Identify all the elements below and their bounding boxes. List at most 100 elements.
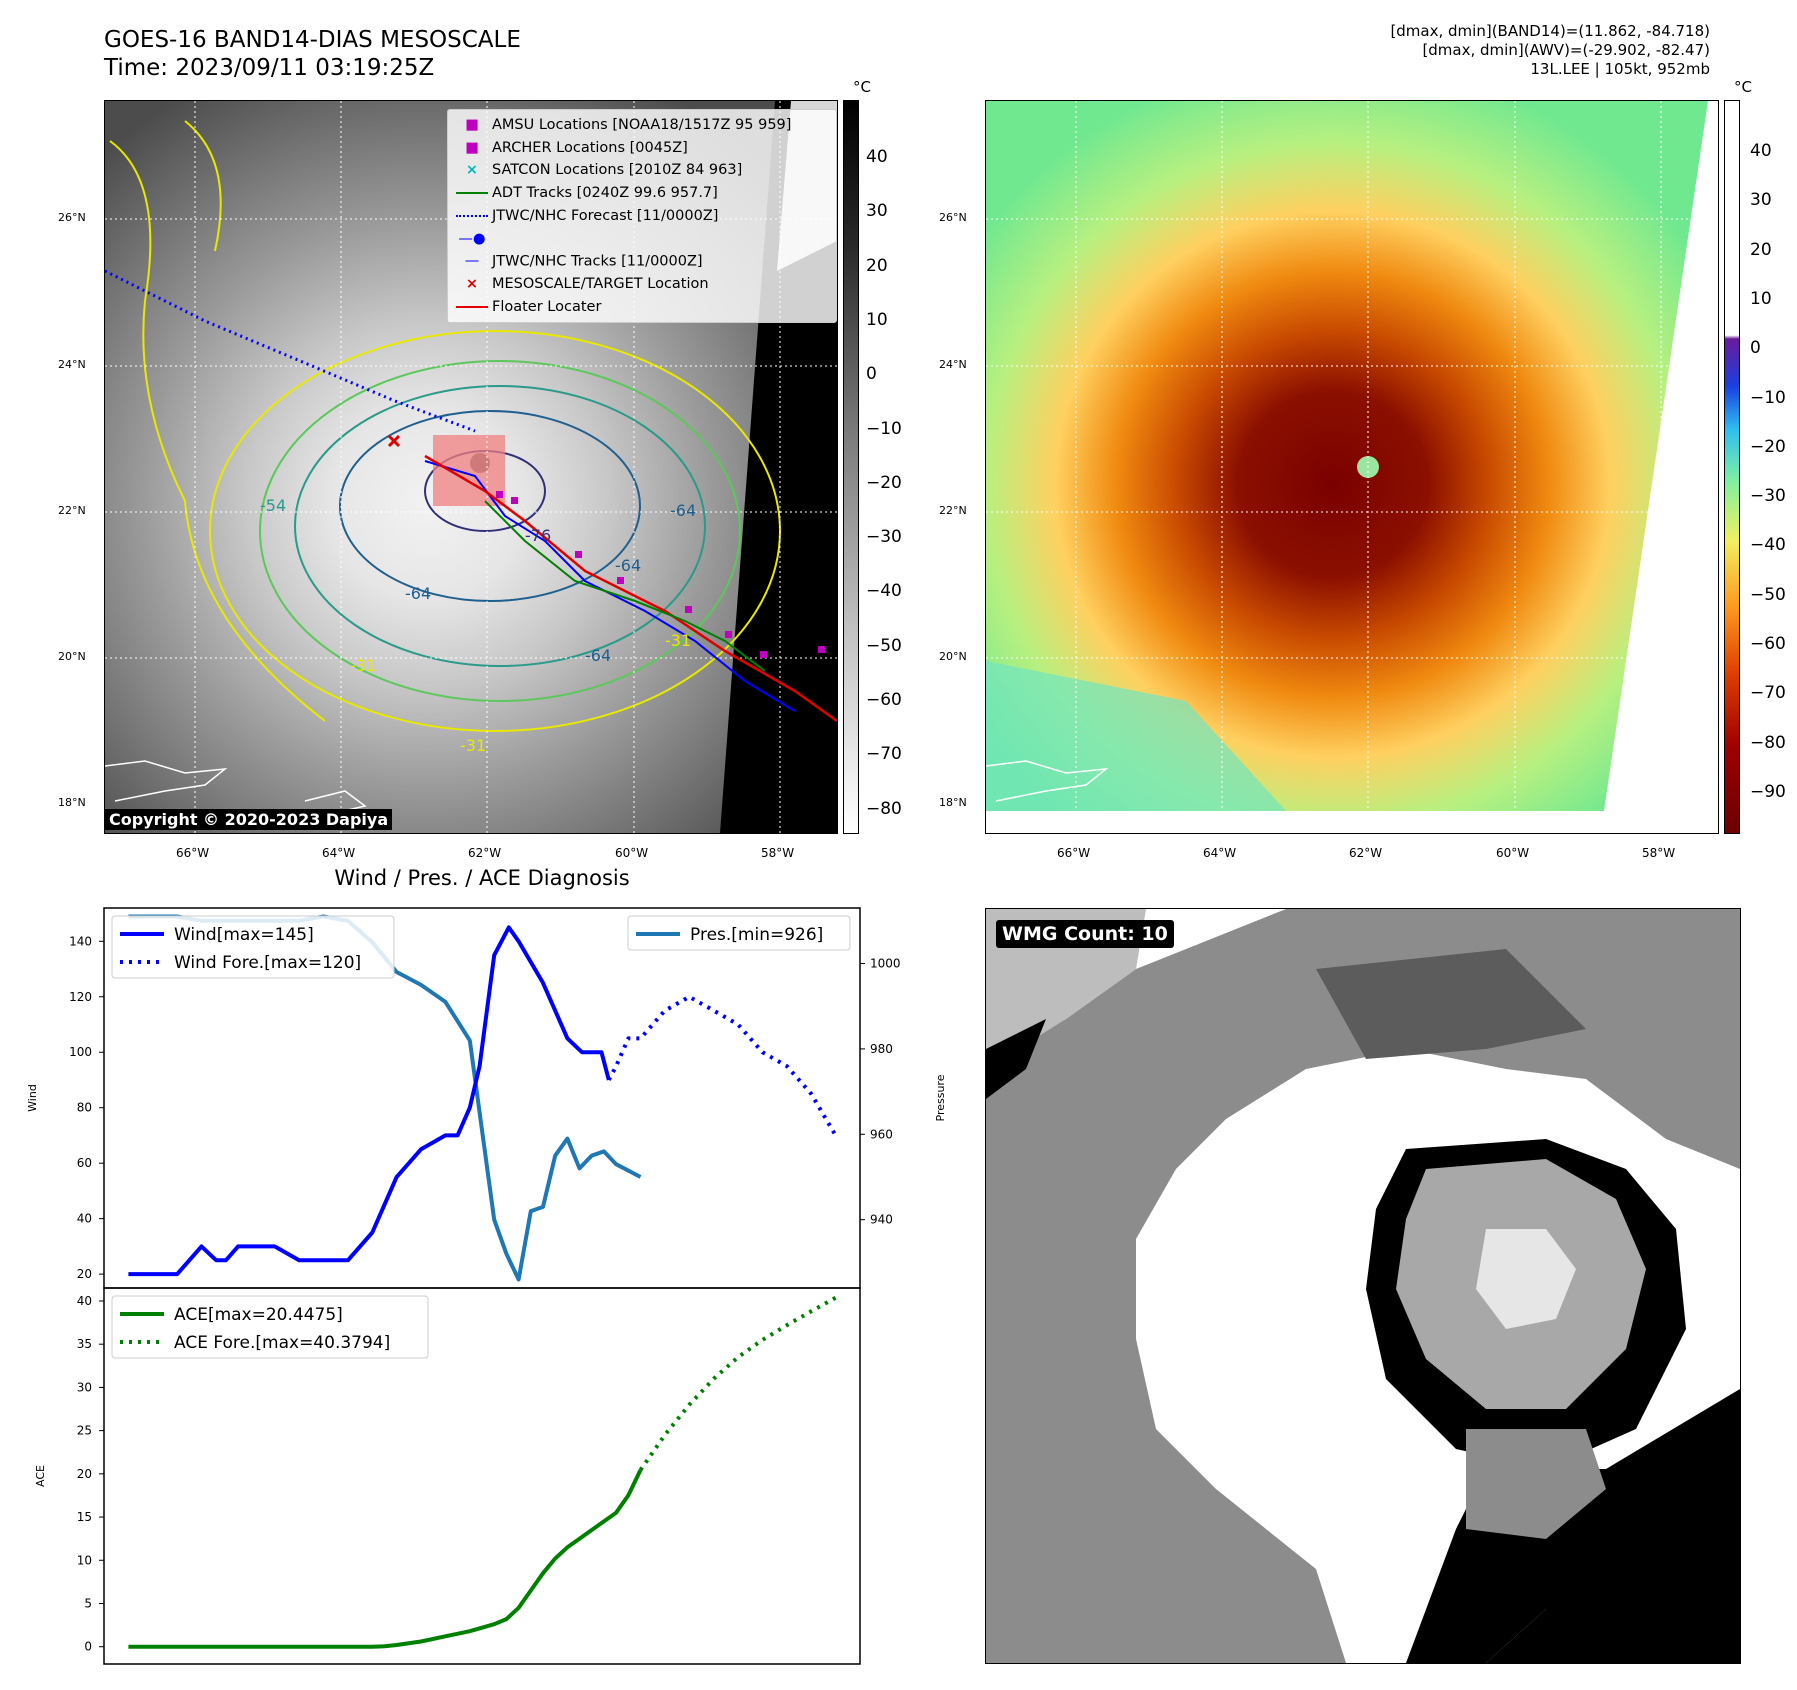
ace-ytick-label: 5: [84, 1596, 92, 1610]
lat-tick-label: 18°N: [58, 796, 86, 809]
wind-ylabel: Wind: [26, 1084, 39, 1112]
lon-tick-label: 64°W: [322, 846, 356, 860]
legend-label: Pres.[min=926]: [690, 925, 823, 945]
lon-tick-label: 62°W: [1349, 846, 1383, 860]
wind-ytick-label: 20: [77, 1267, 92, 1281]
wind-legend: [111, 915, 395, 979]
colorbar-tick-label: −80: [1750, 732, 1786, 753]
enhanced-colorbar-unit: °C: [1734, 78, 1752, 96]
ace-ylabel: ACE: [34, 1465, 47, 1487]
colorbar-tick-label: −50: [1750, 584, 1786, 605]
wind-ytick-label: 140: [69, 934, 92, 948]
legend-label: Wind[max=145]: [174, 925, 314, 945]
ir-enhanced-map: [985, 100, 1719, 834]
colorbar-tick-label: −20: [1750, 436, 1786, 457]
ir-enhanced-image: [986, 101, 1718, 833]
pressure-ytick-label: 980: [870, 1042, 893, 1056]
lat-tick-label: 26°N: [58, 211, 86, 224]
map-legend: ■ AMSU Locations [NOAA18/1517Z 95 959] ■ A…: [447, 109, 837, 324]
wind-ytick-label: 60: [77, 1156, 92, 1170]
colorbar-tick-label: −30: [866, 527, 902, 548]
title-line-2: Time: 2023/09/11 03:19:25Z: [104, 55, 435, 81]
ace-ytick-label: 40: [77, 1294, 92, 1308]
awv-range: [dmax, dmin](AWV)=(-29.902, -82.47): [1422, 41, 1710, 59]
colorbar-tick-label: −60: [866, 690, 902, 710]
legend-entry-tracks: —●— JTWC/NHC Tracks [11/0000Z]: [458, 230, 703, 270]
colorbar-tick-label: 40: [1750, 141, 1772, 161]
chart-title: Wind / Pres. / ACE Diagnosis: [334, 866, 630, 890]
storm-info: 13L.LEE | 105kt, 952mb: [1530, 60, 1710, 78]
colorbar-tick-label: −10: [1750, 387, 1786, 408]
contour-label: -76: [525, 526, 551, 545]
lon-tick-label: 66°W: [1057, 846, 1091, 860]
colorbar-tick-label: 10: [866, 309, 888, 330]
wind-line: [128, 925, 611, 1277]
ace-ytick-label: 20: [77, 1467, 92, 1481]
ace-ytick-label: 10: [77, 1553, 92, 1567]
lat-tick-label: 22°N: [939, 504, 967, 517]
colorbar-tick-label: −10: [866, 418, 902, 439]
colorbar-tick-label: −40: [1750, 535, 1786, 556]
colorbar-tick-label: −60: [1750, 634, 1786, 654]
contour-label: -64: [405, 584, 431, 603]
wind-pressure-ace-chart: 20 40 60 80 100 120 140 940 960 980 1000 0 5 10 15 20 25…: [26, 907, 947, 1665]
grayscale-colorbar-unit: °C: [853, 78, 871, 96]
colorbar-tick-label: 0: [1750, 338, 1761, 359]
header-stats: [dmax, dmin](BAND14)=(11.862, -84.718) […: [1390, 22, 1710, 79]
lat-tick-label: 20°N: [939, 650, 967, 663]
wind-forecast-line: [607, 994, 838, 1137]
wmg-image: [986, 909, 1740, 1663]
colorbar-tick-label: 20: [1750, 239, 1772, 260]
lat-tick-label: 22°N: [58, 504, 86, 517]
lat-tick-label: 26°N: [939, 211, 967, 224]
colorbar-tick-label: 30: [1750, 190, 1772, 211]
ir-grayscale-map: -76 -64 -64 -64 -54 -31 -31 -31 -64 ■ AMS…: [104, 100, 838, 834]
wind-ytick-label: 80: [77, 1101, 92, 1115]
lat-tick-label: 24°N: [58, 358, 86, 371]
colorbar-tick-label: −40: [866, 581, 902, 602]
colorbar-tick-label: −90: [1750, 781, 1786, 802]
legend-label: ACE Fore.[max=40.3794]: [174, 1333, 390, 1353]
lon-tick-label: 58°W: [1642, 846, 1676, 860]
legend-entry-forecast: JTWC/NHC Forecast [11/0000Z]: [452, 205, 832, 228]
wind-ytick-label: 40: [77, 1212, 92, 1226]
band14-range: [dmax, dmin](BAND14)=(11.862, -84.718): [1390, 22, 1710, 40]
contour-label: -31: [665, 631, 691, 650]
grayscale-colorbar: [843, 100, 859, 834]
lon-tick-label: 60°W: [1496, 846, 1530, 860]
pressure-ytick-label: 940: [870, 1213, 893, 1227]
colorbar-tick-label: 0: [866, 364, 877, 385]
colorbar-tick-label: 40: [866, 147, 888, 167]
pressure-ylabel: Pressure: [934, 1074, 947, 1121]
wind-ytick-label: 120: [69, 990, 92, 1004]
colorbar-tick-label: 10: [1750, 288, 1772, 309]
legend-entry-amsu: ■ AMSU Locations [NOAA18/1517Z 95 959]: [465, 117, 792, 133]
figure-title: GOES-16 BAND14-DIAS MESOSCALE Time: 2023…: [104, 26, 521, 82]
lon-tick-label: 66°W: [176, 846, 210, 860]
ace-ytick-label: 0: [84, 1640, 92, 1654]
legend-entry-archer: ■ ARCHER Locations [0045Z]: [465, 139, 688, 156]
ace-legend: [111, 1295, 429, 1359]
colorbar-tick-label: 20: [866, 255, 888, 276]
contour-label: -54: [260, 496, 286, 515]
ace-ytick-label: 30: [77, 1380, 92, 1394]
ace-ytick-label: 25: [77, 1424, 92, 1438]
contour-label: -64: [670, 501, 696, 520]
colorbar-tick-label: 30: [866, 201, 888, 222]
colorbar-tick-label: −80: [866, 798, 902, 819]
lon-tick-label: 58°W: [761, 846, 795, 860]
contour-label: -64: [615, 556, 641, 575]
legend-entry-adt: ADT Tracks [0240Z 99.6 957.7]: [452, 182, 832, 205]
ace-ytick-label: 15: [77, 1510, 92, 1524]
colorbar-tick-label: −50: [866, 635, 902, 656]
wmg-panel: WMG Count: 10: [985, 908, 1741, 1664]
wind-ytick-label: 100: [69, 1045, 92, 1059]
colorbar-tick-label: −30: [1750, 486, 1786, 507]
legend-entry-target: × MESOSCALE/TARGET Location: [465, 275, 709, 292]
lat-tick-label: 18°N: [939, 796, 967, 809]
contour-label: -31: [350, 656, 376, 675]
ace-axes-frame: [103, 1287, 861, 1665]
lat-tick-label: 20°N: [58, 650, 86, 663]
pressure-ytick-label: 960: [870, 1127, 893, 1141]
lon-tick-label: 62°W: [468, 846, 502, 860]
